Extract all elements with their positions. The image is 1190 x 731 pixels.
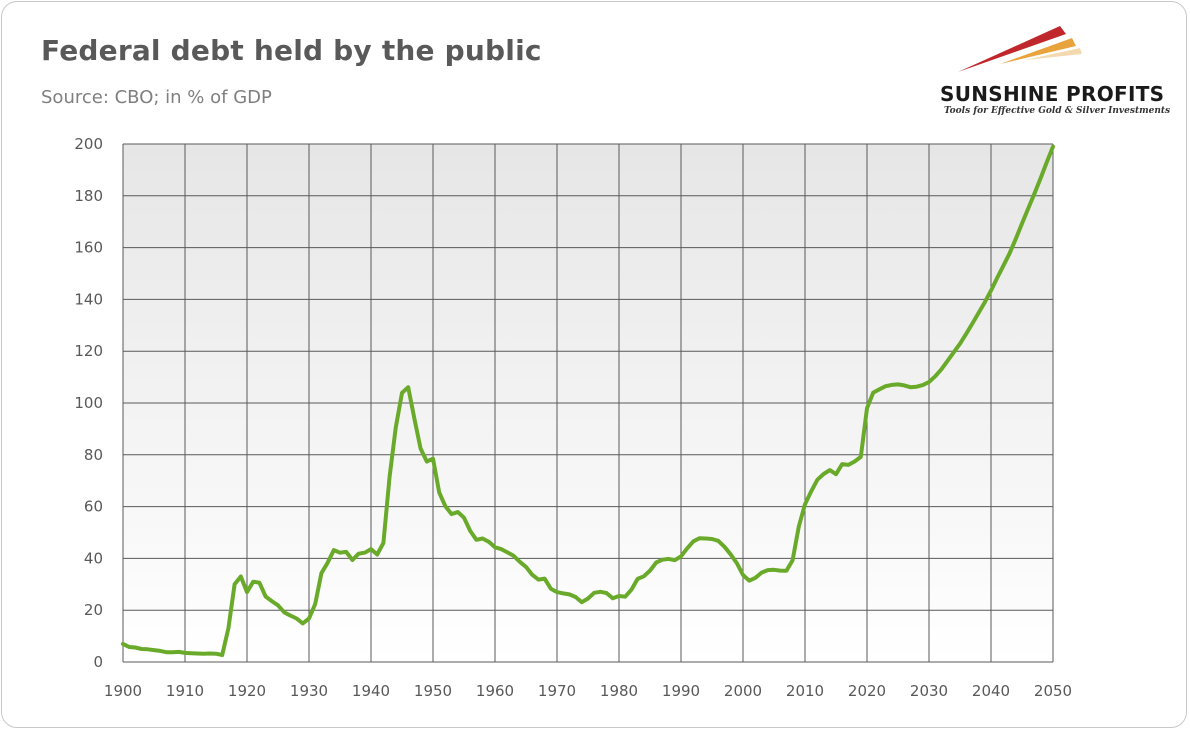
logo-brand-text: SUNSHINE PROFITS	[940, 82, 1165, 106]
y-tick-label: 40	[84, 549, 103, 567]
y-tick-label: 120	[74, 342, 103, 360]
series-layer	[121, 144, 1055, 657]
logo-swoosh-icon	[958, 26, 1082, 72]
x-tick-label: 1990	[662, 682, 700, 700]
chart-title: Federal debt held by the public	[41, 34, 542, 67]
x-tick-label: 2020	[848, 682, 886, 700]
x-tick-label: 1910	[166, 682, 204, 700]
x-tick-label: 2040	[972, 682, 1010, 700]
x-tick-label: 1980	[600, 682, 638, 700]
x-tick-label: 1920	[228, 682, 266, 700]
series-line	[121, 144, 1055, 657]
x-tick-label: 1960	[476, 682, 514, 700]
x-axis: 1900 1910 1920 1930 1940 1950 1960 1970 1980 1990…	[104, 682, 1072, 700]
y-tick-label: 60	[84, 498, 103, 516]
x-tick-label: 2000	[724, 682, 762, 700]
y-tick-label: 160	[74, 239, 103, 257]
y-tick-label: 200	[74, 135, 103, 153]
grid-lines	[122, 143, 1054, 663]
x-tick-label: 2030	[910, 682, 948, 700]
x-tick-label: 1970	[538, 682, 576, 700]
y-tick-label: 20	[84, 601, 103, 619]
y-axis: 0 20 40 60 80 100 120 140 160 180 200	[74, 135, 103, 671]
x-tick-label: 1950	[414, 682, 452, 700]
sunshine-profits-logo: SUNSHINE PROFITS Tools for Effective Gol…	[930, 20, 1170, 120]
x-tick-label: 2010	[786, 682, 824, 700]
x-tick-label: 1930	[290, 682, 328, 700]
y-tick-label: 180	[74, 187, 103, 205]
x-tick-label: 1940	[352, 682, 390, 700]
y-tick-label: 80	[84, 446, 103, 464]
y-tick-label: 140	[74, 290, 103, 308]
chart-subtitle: Source: CBO; in % of GDP	[41, 87, 272, 108]
y-tick-label: 100	[74, 394, 103, 412]
y-tick-label: 0	[93, 653, 103, 671]
x-tick-label: 2050	[1034, 682, 1072, 700]
logo-tagline: Tools for Effective Gold & Silver Invest…	[944, 106, 1171, 116]
x-tick-label: 1900	[104, 682, 142, 700]
